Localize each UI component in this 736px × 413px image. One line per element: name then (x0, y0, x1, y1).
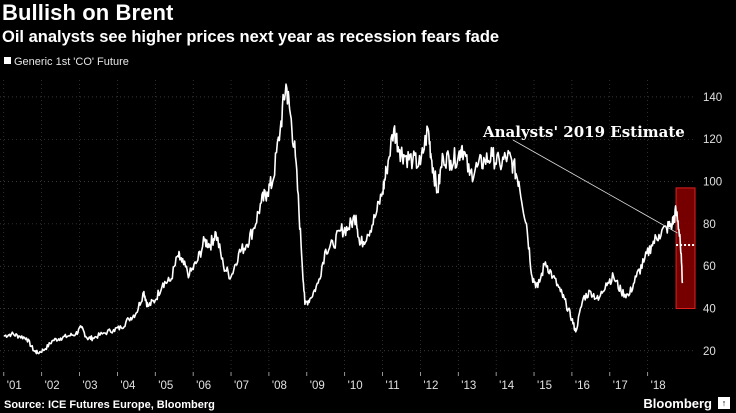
x-tick-label: '01 (7, 380, 22, 392)
y-tick-label: 40 (703, 304, 716, 316)
series-line-0 (3, 83, 684, 355)
annotation-layer: Analysts' 2019 Estimate (482, 123, 695, 247)
y-tick-label: 80 (703, 219, 716, 231)
series-layer (3, 83, 684, 355)
source-note: Source: ICE Futures Europe, Bloomberg (4, 399, 215, 411)
x-tick-label: '14 (499, 380, 515, 392)
highlight-box (675, 187, 696, 310)
x-tick-label: '06 (196, 380, 211, 392)
x-tick-label: '11 (386, 380, 400, 392)
x-tick-label: '09 (310, 380, 325, 392)
x-tick-label: '02 (45, 380, 60, 392)
x-tick-label: '07 (234, 380, 249, 392)
x-tick-label: '10 (348, 380, 363, 392)
legend: Generic 1st 'CO' Future (4, 55, 129, 69)
y-tick-label: 120 (703, 134, 722, 146)
x-tick-label: '15 (537, 380, 552, 392)
x-tick-label: '13 (461, 380, 476, 392)
brand-logo: Bloomberg (643, 396, 712, 411)
x-axis: '01 '02 '03 '04 '05 '06 '07 '08 '09 '10 '11 '12 '13 '… (3, 372, 666, 392)
y-tick-label: 20 (703, 346, 716, 358)
y-tick-label: 140 (703, 92, 722, 104)
highlight-layer (675, 187, 696, 310)
chart-subtitle: Oil analysts see higher prices next year… (2, 28, 500, 46)
brand-mark-icon: ↑ (718, 397, 730, 409)
x-tick-label: '17 (613, 380, 628, 392)
y-axis: 20 40 60 80 100 120 140 (703, 92, 722, 358)
legend-label: Generic 1st 'CO' Future (14, 56, 129, 68)
x-tick-label: '05 (158, 380, 173, 392)
legend-swatch (4, 57, 11, 64)
x-tick-label: '08 (272, 380, 287, 392)
x-tick-label: '18 (651, 380, 666, 392)
grid (0, 80, 695, 372)
callout-leader-line (512, 139, 678, 234)
x-tick-label: '12 (423, 380, 438, 392)
x-tick-label: '04 (120, 380, 136, 392)
x-tick-label: '16 (575, 380, 590, 392)
y-tick-label: 60 (703, 261, 716, 273)
x-tick-label: '03 (83, 380, 98, 392)
chart-title: Bullish on Brent (2, 0, 174, 25)
y-tick-label: 100 (703, 177, 722, 189)
callout-label: Analysts' 2019 Estimate (482, 123, 685, 141)
